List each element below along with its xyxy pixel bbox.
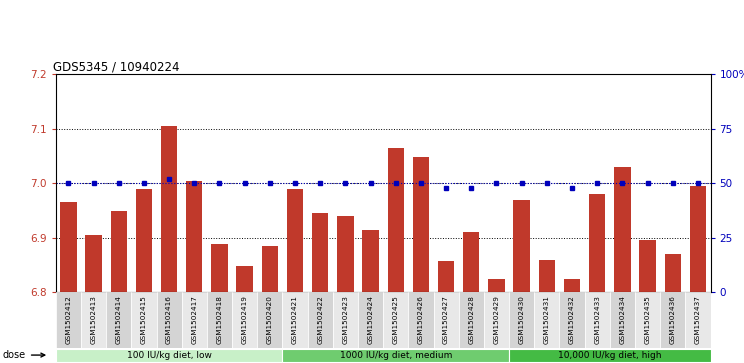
Bar xyxy=(106,292,132,348)
Text: GSM1502424: GSM1502424 xyxy=(368,295,373,344)
Bar xyxy=(438,261,455,292)
Text: GSM1502414: GSM1502414 xyxy=(116,295,122,344)
Bar xyxy=(383,292,408,348)
Text: GSM1502415: GSM1502415 xyxy=(141,295,147,344)
Text: GSM1502428: GSM1502428 xyxy=(468,295,474,344)
Bar xyxy=(161,126,177,292)
Bar xyxy=(307,292,333,348)
Bar xyxy=(585,292,610,348)
Bar xyxy=(664,254,681,292)
Bar xyxy=(56,348,283,362)
Bar xyxy=(660,292,685,348)
Bar xyxy=(156,292,182,348)
Bar xyxy=(488,279,504,292)
Bar xyxy=(635,292,660,348)
Bar xyxy=(283,292,307,348)
Bar xyxy=(513,200,530,292)
Bar xyxy=(459,292,484,348)
Text: GSM1502431: GSM1502431 xyxy=(544,295,550,344)
Bar xyxy=(56,292,81,348)
Text: GSM1502430: GSM1502430 xyxy=(519,295,525,344)
Text: 100 IU/kg diet, low: 100 IU/kg diet, low xyxy=(126,351,211,360)
Bar xyxy=(283,348,509,362)
Bar xyxy=(182,292,207,348)
Bar xyxy=(132,292,156,348)
Text: GDS5345 / 10940224: GDS5345 / 10940224 xyxy=(53,60,179,73)
Text: GSM1502436: GSM1502436 xyxy=(670,295,676,344)
Text: GSM1502420: GSM1502420 xyxy=(267,295,273,344)
Bar xyxy=(639,241,655,292)
Bar xyxy=(559,292,585,348)
Bar xyxy=(564,279,580,292)
Bar xyxy=(539,260,555,292)
Bar xyxy=(312,213,328,292)
Text: GSM1502434: GSM1502434 xyxy=(620,295,626,344)
Bar xyxy=(60,203,77,292)
Bar xyxy=(257,292,283,348)
Bar xyxy=(434,292,459,348)
Text: GSM1502418: GSM1502418 xyxy=(217,295,222,344)
Bar xyxy=(333,292,358,348)
Text: GSM1502417: GSM1502417 xyxy=(191,295,197,344)
Bar xyxy=(362,230,379,292)
Text: GSM1502433: GSM1502433 xyxy=(594,295,600,344)
Bar xyxy=(135,189,152,292)
Text: GSM1502435: GSM1502435 xyxy=(644,295,650,344)
Text: GSM1502421: GSM1502421 xyxy=(292,295,298,344)
Bar xyxy=(463,232,479,292)
Bar xyxy=(413,157,429,292)
Text: GSM1502412: GSM1502412 xyxy=(65,295,71,344)
Text: GSM1502426: GSM1502426 xyxy=(418,295,424,344)
Text: dose: dose xyxy=(3,350,45,360)
Text: GSM1502422: GSM1502422 xyxy=(317,295,323,344)
Bar xyxy=(232,292,257,348)
Bar xyxy=(111,211,127,292)
Bar xyxy=(509,348,711,362)
Text: GSM1502413: GSM1502413 xyxy=(91,295,97,344)
Text: GSM1502423: GSM1502423 xyxy=(342,295,348,344)
Bar xyxy=(589,194,606,292)
Bar xyxy=(509,292,534,348)
Bar xyxy=(408,292,434,348)
Text: GSM1502419: GSM1502419 xyxy=(242,295,248,344)
Bar xyxy=(211,244,228,292)
Bar xyxy=(86,235,102,292)
Bar xyxy=(81,292,106,348)
Bar xyxy=(237,266,253,292)
Bar xyxy=(207,292,232,348)
Text: 10,000 IU/kg diet, high: 10,000 IU/kg diet, high xyxy=(558,351,661,360)
Bar xyxy=(287,189,304,292)
Bar xyxy=(186,181,202,292)
Bar xyxy=(610,292,635,348)
Text: GSM1502416: GSM1502416 xyxy=(166,295,172,344)
Text: GSM1502425: GSM1502425 xyxy=(393,295,399,344)
Text: 1000 IU/kg diet, medium: 1000 IU/kg diet, medium xyxy=(339,351,452,360)
Text: GSM1502432: GSM1502432 xyxy=(569,295,575,344)
Bar xyxy=(358,292,383,348)
Text: GSM1502437: GSM1502437 xyxy=(695,295,701,344)
Text: GSM1502427: GSM1502427 xyxy=(443,295,449,344)
Bar xyxy=(484,292,509,348)
Bar xyxy=(388,148,404,292)
Bar xyxy=(262,246,278,292)
Bar xyxy=(337,216,353,292)
Text: GSM1502429: GSM1502429 xyxy=(493,295,499,344)
Bar xyxy=(690,186,706,292)
Bar xyxy=(615,167,631,292)
Bar xyxy=(534,292,559,348)
Bar xyxy=(685,292,711,348)
